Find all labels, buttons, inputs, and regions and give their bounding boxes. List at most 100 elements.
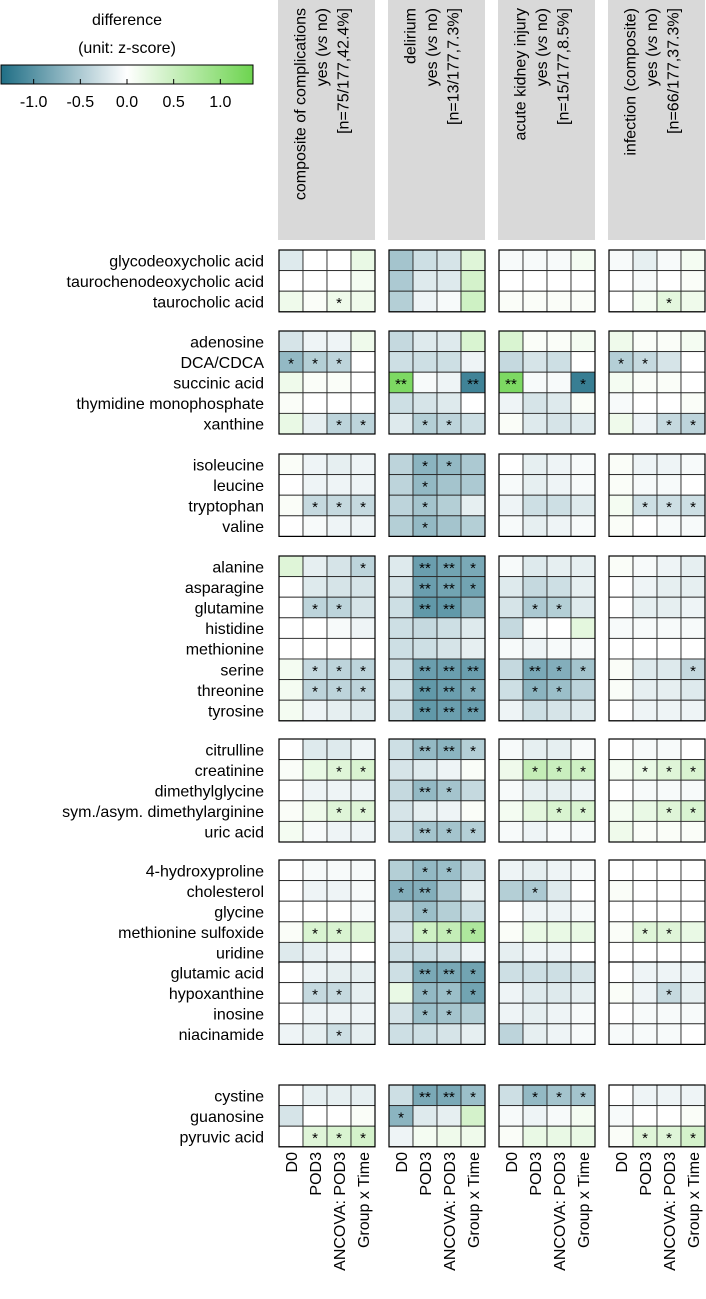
heatmap-cell [522, 921, 548, 943]
significance-marker: * [360, 805, 366, 822]
heatmap-cell [350, 779, 376, 802]
heatmap-cell [680, 290, 706, 313]
heatmap-cell [278, 941, 304, 964]
significance-marker: * [336, 683, 342, 700]
heatmap-cell [388, 1084, 414, 1107]
heatmap-cell [632, 941, 658, 964]
heatmap-cell [498, 982, 524, 1004]
heatmap-cell [680, 1084, 706, 1107]
heatmap-cell [436, 351, 462, 373]
heatmap-cell [350, 699, 376, 722]
heatmap-cell [608, 1002, 634, 1025]
heatmap-cell [302, 859, 328, 882]
heatmap-cell [460, 859, 486, 882]
heatmap-cell [326, 1105, 352, 1127]
heatmap-cell [546, 494, 572, 517]
heatmap-cell [522, 453, 548, 476]
heatmap-cell [632, 412, 658, 435]
significance-marker: ** [443, 704, 455, 721]
heatmap-cell [350, 880, 376, 902]
heatmap-cell [632, 576, 658, 598]
heatmap-cell [680, 880, 706, 902]
heatmap-cell [570, 961, 596, 984]
significance-marker: * [642, 926, 648, 943]
heatmap-cell [608, 1105, 634, 1127]
heatmap-cell [570, 820, 596, 843]
significance-marker: * [470, 966, 476, 983]
heatmap-cell [302, 779, 328, 802]
heatmap-cell [326, 961, 352, 984]
heatmap-cell [460, 759, 486, 781]
heatmap-cell [608, 576, 634, 598]
heatmap-cell [570, 351, 596, 373]
heatmap-cell [498, 1125, 524, 1148]
heatmap-cell [680, 941, 706, 964]
significance-marker: * [532, 763, 538, 780]
heatmap-cell [278, 290, 304, 313]
significance-marker: * [422, 864, 428, 881]
heatmap-cell [656, 555, 682, 578]
heatmap-cell [388, 921, 414, 943]
legend-ticks: -1.0 -0.5 0.0 0.5 1.0 [20, 79, 232, 111]
heatmap-cell [436, 800, 462, 822]
heatmap-cell [498, 1023, 524, 1045]
row-label: methionine sulfoxide [118, 925, 264, 942]
heatmap-cell [350, 1084, 376, 1107]
column-label: Group x Time [466, 1152, 483, 1248]
significance-marker: ** [443, 663, 455, 680]
significance-marker: * [398, 1109, 404, 1126]
heatmap-cell [278, 1002, 304, 1025]
heatmap-cell [460, 1125, 486, 1148]
heatmap-cell [522, 249, 548, 272]
heatmap-cell [546, 555, 572, 578]
heatmap-cell [656, 596, 682, 619]
column-label: D0 [614, 1152, 631, 1173]
significance-marker: ** [419, 884, 431, 901]
significance-marker: * [532, 601, 538, 618]
significance-marker: * [642, 499, 648, 516]
heatmap-cell [436, 1023, 462, 1045]
heatmap-cell [350, 392, 376, 414]
heatmap-cell [388, 779, 414, 802]
heatmap-cell [326, 392, 352, 414]
heatmap-cell [522, 270, 548, 292]
heatmap-cell [498, 596, 524, 619]
significance-marker: * [666, 499, 672, 516]
heatmap-cell [326, 270, 352, 292]
heatmap-cell [350, 859, 376, 882]
significance-marker: ** [443, 1089, 455, 1106]
heatmap-cell [498, 679, 524, 701]
heatmap-cell [350, 290, 376, 313]
heatmap-cell [388, 738, 414, 761]
heatmap-cell [460, 1105, 486, 1127]
significance-marker: * [422, 926, 428, 943]
heatmap-cell [350, 961, 376, 984]
group-block-border [278, 738, 376, 843]
legend-tick-label: -0.5 [67, 94, 95, 111]
panel-header-line: yes (vs no) [314, 8, 331, 86]
significance-marker: * [690, 663, 696, 680]
heatmap-cell [388, 617, 414, 639]
heatmap-cell [436, 637, 462, 660]
heatmap-cell [326, 249, 352, 272]
group-block-border [498, 555, 596, 722]
heatmap-cell [350, 1002, 376, 1025]
heatmap-cell [498, 249, 524, 272]
significance-marker: * [422, 458, 428, 475]
heatmap-cell [546, 474, 572, 496]
heatmap-cell [522, 820, 548, 843]
heatmap-cell [388, 982, 414, 1004]
heatmap-cell [632, 1002, 658, 1025]
heatmap-cell [302, 1084, 328, 1107]
heatmap-cell [546, 941, 572, 964]
heatmap-cell [350, 820, 376, 843]
significance-marker: * [336, 926, 342, 943]
heatmap-cell [608, 679, 634, 701]
heatmap-cell [632, 658, 658, 681]
heatmap-cell [570, 941, 596, 964]
significance-marker: * [446, 825, 452, 842]
heatmap-cell [546, 820, 572, 843]
heatmap-cell [412, 270, 438, 292]
significance-marker: ** [419, 1089, 431, 1106]
heatmap-cell [570, 1105, 596, 1127]
